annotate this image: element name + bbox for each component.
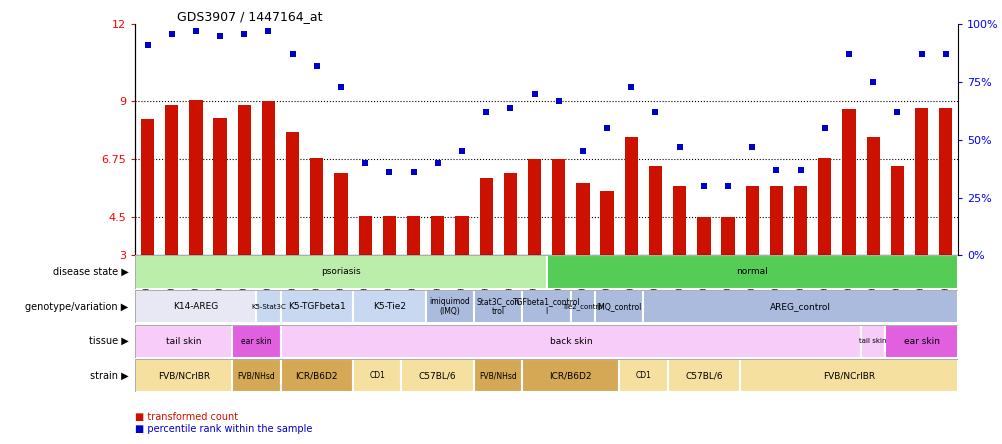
Text: ■ transformed count: ■ transformed count bbox=[135, 412, 238, 422]
Bar bbox=[861, 325, 885, 358]
Bar bbox=[624, 137, 637, 255]
Text: ear skin: ear skin bbox=[240, 337, 272, 346]
Bar bbox=[570, 290, 594, 323]
Bar bbox=[231, 359, 281, 392]
Bar bbox=[744, 186, 759, 255]
Text: AREG_control: AREG_control bbox=[770, 302, 831, 311]
Bar bbox=[618, 359, 667, 392]
Bar bbox=[135, 255, 546, 289]
Bar bbox=[600, 191, 613, 255]
Bar bbox=[667, 359, 739, 392]
Bar bbox=[189, 100, 202, 255]
Text: Stat3C_con
trol: Stat3C_con trol bbox=[476, 297, 519, 316]
Text: psoriasis: psoriasis bbox=[321, 267, 361, 277]
Text: back skin: back skin bbox=[549, 337, 591, 346]
Bar bbox=[334, 173, 348, 255]
Bar bbox=[353, 359, 401, 392]
Bar bbox=[818, 158, 831, 255]
Bar bbox=[739, 359, 957, 392]
Bar bbox=[358, 215, 372, 255]
Text: FVB/NCrIBR: FVB/NCrIBR bbox=[822, 371, 874, 381]
Text: IMQ_control: IMQ_control bbox=[596, 302, 641, 311]
Bar bbox=[281, 290, 353, 323]
Bar bbox=[720, 217, 734, 255]
Bar bbox=[527, 159, 541, 255]
Bar bbox=[474, 290, 522, 323]
Text: genotype/variation ▶: genotype/variation ▶ bbox=[25, 301, 128, 312]
Bar bbox=[407, 215, 420, 255]
Bar bbox=[546, 255, 957, 289]
Bar bbox=[262, 101, 275, 255]
Text: strain ▶: strain ▶ bbox=[89, 371, 128, 381]
Bar bbox=[310, 158, 324, 255]
Bar bbox=[672, 186, 685, 255]
Text: tail skin: tail skin bbox=[166, 337, 201, 346]
Text: CD1: CD1 bbox=[369, 371, 385, 381]
Text: C57BL/6: C57BL/6 bbox=[419, 371, 456, 381]
Bar bbox=[479, 178, 492, 255]
Text: ICR/B6D2: ICR/B6D2 bbox=[549, 371, 591, 381]
Bar bbox=[696, 217, 709, 255]
Bar bbox=[165, 105, 178, 255]
Text: Tie2_control: Tie2_control bbox=[561, 303, 603, 310]
Text: ICR/B6D2: ICR/B6D2 bbox=[296, 371, 338, 381]
Text: FVB/NCrIBR: FVB/NCrIBR bbox=[157, 371, 209, 381]
Text: K14-AREG: K14-AREG bbox=[173, 302, 218, 311]
Bar bbox=[794, 186, 807, 255]
Bar bbox=[885, 325, 957, 358]
Bar bbox=[286, 132, 299, 255]
Bar bbox=[551, 159, 565, 255]
Bar bbox=[769, 186, 783, 255]
Text: FVB/NHsd: FVB/NHsd bbox=[479, 371, 517, 381]
Bar bbox=[213, 118, 226, 255]
Bar bbox=[401, 359, 474, 392]
Bar bbox=[576, 183, 589, 255]
Text: normal: normal bbox=[735, 267, 768, 277]
Bar bbox=[231, 325, 281, 358]
Text: FVB/NHsd: FVB/NHsd bbox=[237, 371, 275, 381]
Bar bbox=[938, 108, 952, 255]
Bar bbox=[135, 290, 257, 323]
Bar bbox=[281, 325, 861, 358]
Bar bbox=[353, 290, 425, 323]
Bar bbox=[914, 108, 927, 255]
Bar bbox=[455, 215, 468, 255]
Text: tissue ▶: tissue ▶ bbox=[88, 336, 128, 346]
Text: GDS3907 / 1447164_at: GDS3907 / 1447164_at bbox=[176, 10, 322, 23]
Bar bbox=[522, 290, 570, 323]
Bar bbox=[503, 173, 516, 255]
Bar bbox=[135, 325, 231, 358]
Bar bbox=[281, 359, 353, 392]
Bar bbox=[257, 290, 281, 323]
Bar bbox=[237, 105, 250, 255]
Bar bbox=[648, 166, 661, 255]
Text: ■ percentile rank within the sample: ■ percentile rank within the sample bbox=[135, 424, 313, 434]
Bar bbox=[135, 359, 231, 392]
Bar bbox=[425, 290, 474, 323]
Text: K5-Tie2: K5-Tie2 bbox=[373, 302, 406, 311]
Bar bbox=[431, 215, 444, 255]
Bar bbox=[642, 290, 957, 323]
Text: CD1: CD1 bbox=[635, 371, 650, 381]
Bar bbox=[522, 359, 618, 392]
Bar bbox=[140, 119, 154, 255]
Text: K5-TGFbeta1: K5-TGFbeta1 bbox=[288, 302, 346, 311]
Text: ear skin: ear skin bbox=[903, 337, 939, 346]
Bar bbox=[474, 359, 522, 392]
Bar bbox=[866, 137, 879, 255]
Text: C57BL/6: C57BL/6 bbox=[684, 371, 722, 381]
Text: disease state ▶: disease state ▶ bbox=[52, 267, 128, 277]
Bar bbox=[890, 166, 903, 255]
Text: imiquimod
(IMQ): imiquimod (IMQ) bbox=[429, 297, 470, 316]
Bar bbox=[594, 290, 642, 323]
Text: K5-Stat3C: K5-Stat3C bbox=[250, 304, 286, 309]
Bar bbox=[383, 215, 396, 255]
Bar bbox=[842, 109, 855, 255]
Text: TGFbeta1_control
l: TGFbeta1_control l bbox=[512, 297, 580, 316]
Text: tail skin: tail skin bbox=[859, 338, 886, 344]
